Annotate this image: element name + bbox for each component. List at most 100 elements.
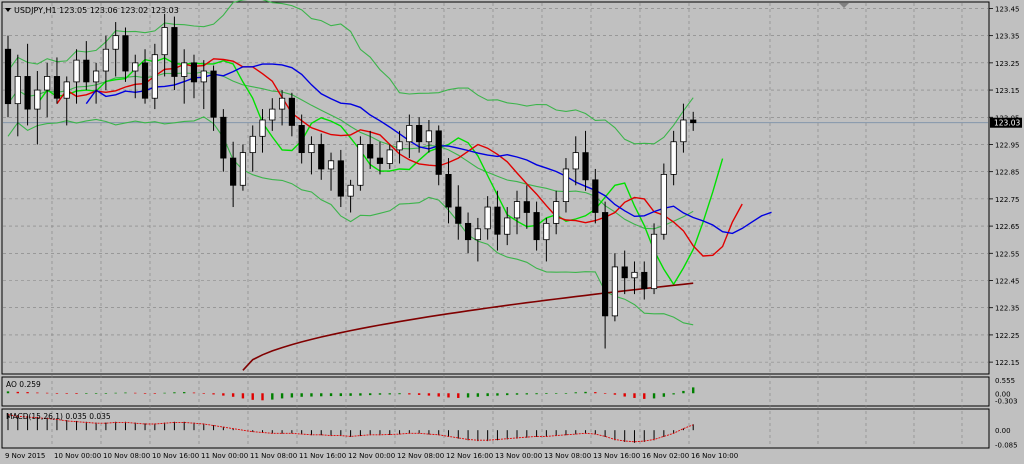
ao-bar bbox=[535, 393, 538, 395]
x-tick-label: 9 Nov 2015 bbox=[5, 452, 45, 460]
ao-bar bbox=[173, 392, 176, 394]
ao-bar bbox=[427, 393, 431, 396]
candle bbox=[14, 54, 21, 137]
ao-bar bbox=[300, 393, 303, 397]
bull-candle-body bbox=[132, 62, 139, 72]
candle bbox=[200, 60, 207, 110]
ao-bar bbox=[6, 391, 10, 394]
ao-bar bbox=[153, 393, 157, 394]
candle bbox=[386, 144, 393, 169]
candle bbox=[73, 49, 80, 104]
ao-bar bbox=[202, 393, 205, 394]
x-tick-label: 11 Nov 08:00 bbox=[250, 452, 297, 460]
ma-long-line bbox=[242, 282, 694, 371]
y-tick-label: 122.95 bbox=[995, 141, 1020, 149]
candle bbox=[327, 152, 335, 191]
ao-bar bbox=[525, 393, 529, 395]
ao-bar bbox=[290, 393, 294, 398]
y-tick-label: 122.55 bbox=[995, 250, 1020, 258]
candle bbox=[621, 250, 628, 295]
candle bbox=[44, 62, 51, 118]
bear-candle-body bbox=[494, 206, 501, 235]
y-tick-label: 122.35 bbox=[995, 305, 1020, 313]
candle bbox=[63, 76, 70, 126]
chart-header: USDJPY,H1 123.05 123.06 123.02 123.03 bbox=[14, 6, 179, 15]
candle bbox=[230, 141, 237, 208]
x-tick-label: 10 Nov 00:00 bbox=[54, 452, 101, 460]
bull-candle-body bbox=[269, 108, 276, 121]
ao-bar bbox=[643, 393, 646, 399]
ao-bar bbox=[134, 392, 137, 394]
y-tick-label: 122.15 bbox=[995, 359, 1020, 367]
candle bbox=[102, 35, 109, 91]
bull-candle-body bbox=[611, 266, 618, 317]
ao-bar bbox=[672, 393, 675, 395]
ao-bar bbox=[554, 393, 558, 394]
price-tag bbox=[990, 117, 1022, 128]
bull-candle-body bbox=[396, 141, 403, 151]
bear-candle-body bbox=[445, 173, 452, 208]
y-tick-label: 122.65 bbox=[995, 223, 1020, 231]
x-tick-label: 10 Nov 16:00 bbox=[152, 452, 199, 460]
bull-candle-body bbox=[181, 62, 188, 77]
bull-candle-body bbox=[631, 271, 638, 279]
ao-bar bbox=[457, 393, 460, 398]
bull-candle-body bbox=[513, 201, 521, 219]
y-tick-label: 122.75 bbox=[995, 196, 1020, 204]
bull-candle-body bbox=[650, 233, 658, 290]
bear-candle-body bbox=[621, 266, 628, 279]
x-tick-label: 10 Nov 08:00 bbox=[103, 452, 150, 460]
ao-panel-frame bbox=[1, 376, 990, 407]
ao-bar bbox=[682, 390, 685, 394]
bull-candle-body bbox=[308, 144, 315, 154]
ao-bar bbox=[261, 393, 264, 401]
bull-candle-body bbox=[553, 201, 560, 224]
x-tick-label: 13 Nov 16:00 bbox=[593, 452, 640, 460]
candle bbox=[298, 114, 305, 164]
bull-candle-body bbox=[249, 135, 256, 154]
ao-bar bbox=[85, 393, 88, 394]
ao-bar bbox=[692, 387, 695, 394]
candle bbox=[141, 49, 149, 104]
x-tick-label: 12 Nov 16:00 bbox=[446, 452, 493, 460]
ao-bar bbox=[104, 393, 108, 394]
ao-bar bbox=[271, 393, 274, 400]
bull-candle-body bbox=[543, 222, 550, 241]
candle bbox=[269, 98, 276, 131]
bull-candle-body bbox=[93, 70, 100, 83]
bull-candle-body bbox=[670, 141, 677, 175]
bear-candle-body bbox=[83, 59, 90, 83]
bull-candle-body bbox=[278, 97, 286, 110]
candle bbox=[53, 57, 61, 104]
candle bbox=[122, 27, 129, 82]
chart-menu-icon[interactable] bbox=[5, 8, 11, 12]
bear-candle-body bbox=[190, 62, 198, 83]
bull-candle-body bbox=[200, 70, 207, 83]
candle bbox=[337, 149, 344, 208]
candle bbox=[220, 109, 227, 172]
candle bbox=[562, 158, 570, 213]
ao-bar bbox=[613, 393, 617, 395]
bull-candle-body bbox=[386, 149, 393, 164]
bear-candle-body bbox=[220, 116, 227, 159]
ao-bar bbox=[320, 393, 323, 397]
ao-bar bbox=[192, 392, 196, 394]
candle bbox=[572, 136, 579, 186]
scroll-marker-icon[interactable] bbox=[839, 3, 849, 8]
x-tick-label: 16 Nov 10:00 bbox=[691, 452, 738, 460]
candle bbox=[239, 144, 247, 191]
candle bbox=[611, 253, 618, 322]
bull-candle-body bbox=[425, 130, 433, 143]
bear-candle-body bbox=[582, 152, 589, 181]
ao-bar bbox=[310, 393, 313, 397]
candle bbox=[406, 114, 413, 159]
bull-candle-body bbox=[44, 76, 51, 91]
bull-candle-body bbox=[484, 206, 491, 230]
bull-candle-body bbox=[239, 152, 247, 186]
candle bbox=[416, 117, 423, 153]
bear-candle-body bbox=[435, 130, 442, 175]
candle bbox=[376, 141, 384, 175]
candle bbox=[641, 261, 648, 300]
candle bbox=[513, 190, 521, 235]
